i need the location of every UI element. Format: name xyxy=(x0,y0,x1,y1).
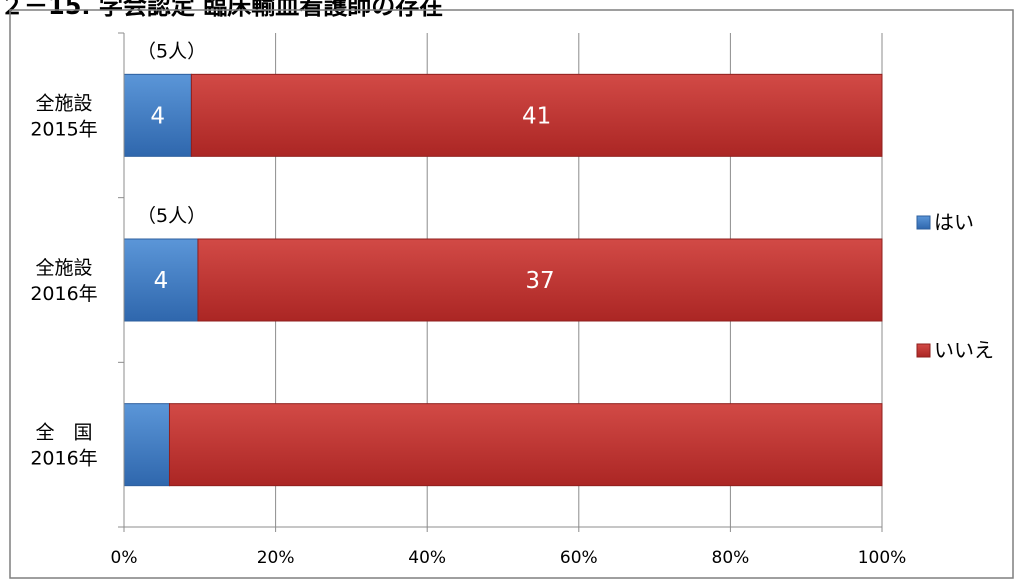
bar-segment xyxy=(197,238,883,322)
legend-swatch xyxy=(916,215,931,230)
bar-segment xyxy=(123,403,170,487)
x-tick-label: 60% xyxy=(560,548,598,568)
x-tick-label: 80% xyxy=(712,548,750,568)
data-label: 4 xyxy=(150,103,165,129)
category-label: 全施設 2016年 xyxy=(30,257,97,305)
category-label: 全施設 2015年 xyxy=(30,92,97,140)
x-tick-label: 40% xyxy=(408,548,446,568)
x-tick-label: 20% xyxy=(257,548,295,568)
legend-label: いいえ xyxy=(934,338,994,362)
data-label: 4 xyxy=(154,268,169,294)
count-note: （5人） xyxy=(137,205,206,227)
legend-swatch xyxy=(916,343,931,358)
data-label: 41 xyxy=(522,103,551,129)
axes: 0% 20% 40% 60% 80% 100% xyxy=(111,32,907,568)
count-note: （5人） xyxy=(137,40,206,62)
x-tick-label: 0% xyxy=(111,548,138,568)
category-label: 全 国 2016年 xyxy=(30,422,97,470)
bar-segment xyxy=(168,403,883,487)
labels: 4 41 全施設 2015年 （5人） 4 37 全施設 2016年 （5人） 全 国 2016年 xyxy=(30,40,554,469)
bars xyxy=(123,73,883,487)
x-tick-label: 100% xyxy=(858,548,907,568)
chart-frame xyxy=(9,9,1014,579)
data-label: 37 xyxy=(525,268,554,294)
legend-label: はい xyxy=(934,210,974,234)
bar-segment xyxy=(190,73,883,157)
